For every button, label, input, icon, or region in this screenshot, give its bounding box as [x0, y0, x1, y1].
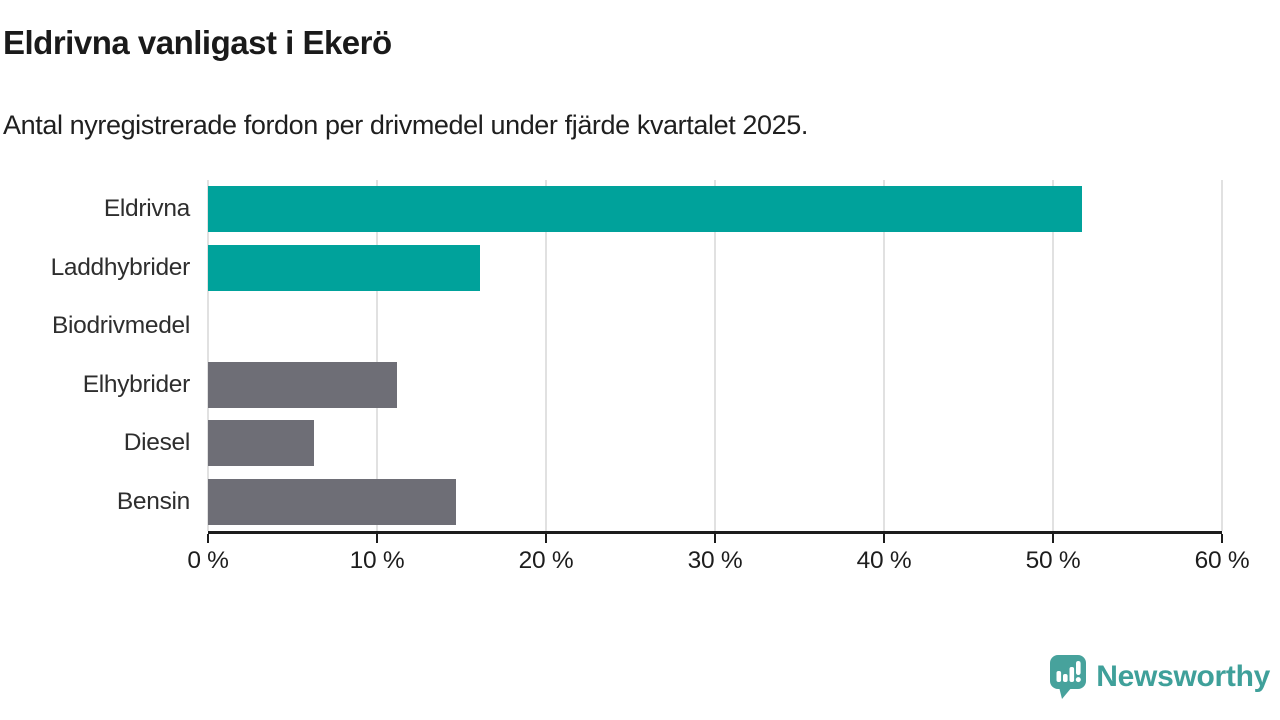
- x-tick: [883, 534, 885, 543]
- x-tick: [1221, 534, 1223, 543]
- bar-row: Diesel: [124, 414, 1222, 473]
- newsworthy-logo-text: Newsworthy: [1096, 660, 1270, 693]
- x-tick-label: 50 %: [1025, 547, 1081, 574]
- x-tick-label: 30 %: [687, 547, 743, 574]
- x-tick: [376, 534, 378, 543]
- gridline: [1221, 180, 1223, 531]
- bar-diesel: [208, 420, 315, 466]
- x-tick-label: 60 %: [1194, 547, 1250, 574]
- bar-laddhybrider: [208, 244, 481, 291]
- category-label: Laddhybrider: [50, 253, 191, 281]
- x-tick-label: 20 %: [518, 547, 574, 574]
- x-tick-label: 40 %: [856, 547, 912, 574]
- x-tick: [714, 534, 716, 543]
- bar-row: Laddhybrider: [51, 239, 1222, 298]
- plot-area: Eldrivna Laddhybrider Biodrivmedel Elhybrid…: [51, 180, 1223, 532]
- newsworthy-logo-icon: [1050, 655, 1087, 699]
- bar-row: Biodrivmedel: [52, 297, 1222, 356]
- bar-chart: Eldrivna Laddhybrider Biodrivmedel Elhybrid…: [51, 180, 1250, 594]
- bar-row: Bensin: [117, 473, 1222, 532]
- chart-subtitle: Antal nyregistrerade fordon per drivmede…: [3, 110, 808, 140]
- x-tick: [207, 534, 209, 543]
- gridline: [883, 180, 885, 531]
- bar-bensin: [208, 478, 457, 525]
- category-label: Bensin: [116, 487, 190, 515]
- bar-row: Eldrivna: [104, 180, 1222, 239]
- category-label: Elhybrider: [82, 370, 191, 398]
- bar-row: Elhybrider: [83, 356, 1222, 415]
- x-tick-label: 10 %: [349, 547, 405, 574]
- newsworthy-logo: Newsworthy: [1049, 654, 1270, 700]
- category-label: Biodrivmedel: [51, 312, 190, 340]
- category-label: Eldrivna: [103, 195, 190, 223]
- bar-elhybrider: [208, 361, 398, 408]
- gridline: [714, 180, 716, 531]
- gridline: [207, 180, 209, 531]
- x-tick-label: 0 %: [187, 547, 229, 574]
- x-tick: [545, 534, 547, 543]
- x-axis: 0 % 10 % 20 % 30 % 40 % 50 % 60 %: [187, 531, 1250, 594]
- gridline: [376, 180, 378, 531]
- category-label: Diesel: [123, 429, 191, 457]
- gridline: [545, 180, 547, 531]
- gridline: [1052, 180, 1054, 531]
- x-tick: [1052, 534, 1054, 543]
- bar-eldrivna: [208, 186, 1082, 232]
- chart-title: Eldrivna vanligast i Ekerö: [3, 24, 392, 61]
